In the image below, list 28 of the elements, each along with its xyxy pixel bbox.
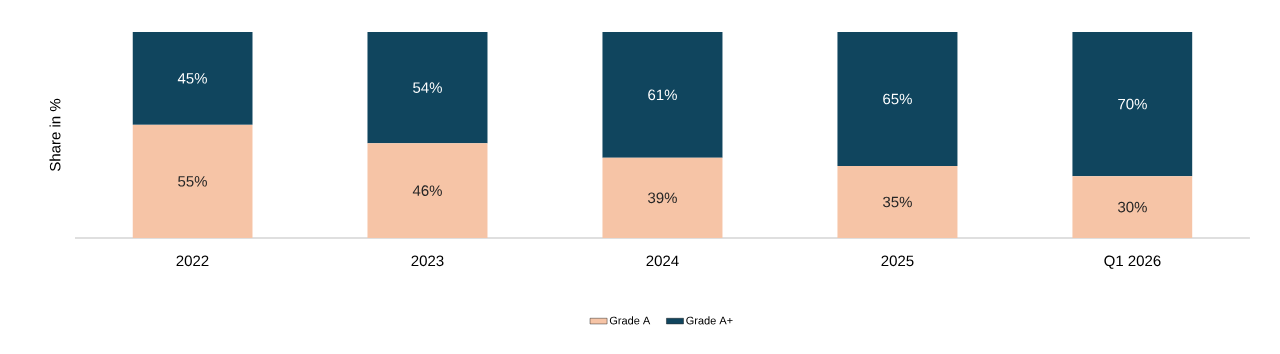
bar — [367, 32, 488, 144]
bar — [602, 32, 723, 158]
legend-label: Grade A+ — [686, 316, 733, 325]
data-label: 39% — [648, 192, 677, 204]
bar — [837, 32, 958, 166]
data-label: 45% — [177, 73, 207, 84]
bar — [1072, 176, 1193, 238]
data-label: 35% — [883, 196, 912, 208]
legend-label: Grade A — [609, 316, 651, 325]
data-label: 55% — [178, 176, 207, 187]
bar — [367, 143, 488, 238]
bar — [602, 157, 723, 238]
x-tick-label: 2025 — [881, 255, 914, 267]
data-label: 70% — [1118, 98, 1147, 110]
bar — [132, 124, 253, 238]
x-tick-label: Q1 2026 — [1104, 255, 1161, 269]
bar — [132, 32, 253, 125]
data-label: 46% — [412, 185, 442, 196]
x-tick-label: 2023 — [411, 255, 444, 267]
data-label: 65% — [883, 93, 912, 105]
x-tick-label: 2022 — [176, 255, 209, 267]
y-axis-title: Share in % — [49, 98, 61, 172]
data-label: 54% — [413, 82, 442, 93]
x-tick-label: 2024 — [646, 255, 679, 267]
data-label: 30% — [1118, 201, 1147, 213]
bar — [837, 165, 958, 238]
data-label: 61% — [648, 89, 677, 101]
bar — [1072, 32, 1193, 177]
